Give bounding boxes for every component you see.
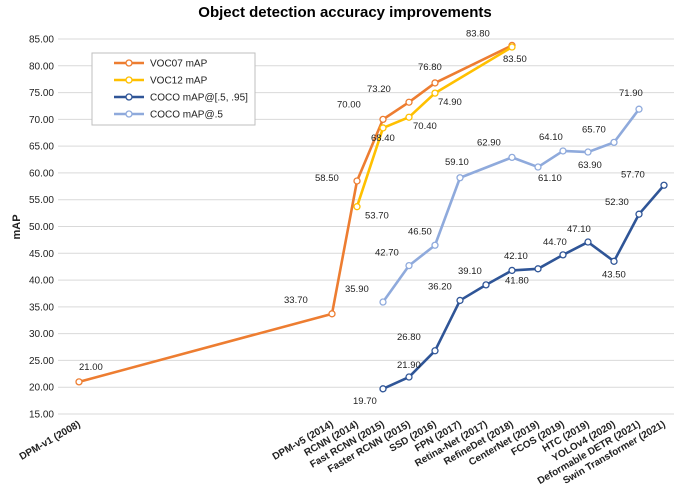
- data-label: 53.70: [365, 211, 389, 222]
- data-label: 73.20: [367, 84, 391, 95]
- data-label: 59.10: [445, 157, 469, 168]
- data-point: [559, 251, 567, 259]
- y-tick-label: 45.00: [29, 249, 54, 260]
- data-label: 41.80: [505, 275, 529, 286]
- y-axis-title: mAP: [11, 214, 23, 239]
- chart-title: Object detection accuracy improvements: [198, 4, 492, 21]
- data-point: [405, 261, 413, 270]
- data-point: [379, 115, 387, 124]
- data-label: 58.50: [315, 173, 339, 184]
- data-point: [353, 177, 361, 185]
- data-label: 21.90: [397, 360, 421, 371]
- data-label: 57.70: [621, 169, 645, 180]
- data-point: [75, 378, 83, 386]
- y-tick-label: 70.00: [29, 115, 54, 126]
- data-point: [584, 148, 592, 156]
- data-label: 83.80: [466, 28, 490, 39]
- data-label: 47.10: [567, 224, 591, 235]
- data-point: [379, 298, 387, 306]
- data-point: [534, 163, 542, 171]
- data-label: 63.90: [578, 160, 602, 171]
- x-tick-label: DPM-v1 (2008): [18, 419, 83, 463]
- legend-label: VOC07 mAP: [150, 59, 208, 70]
- data-point: [405, 98, 413, 106]
- y-tick-label: 20.00: [29, 383, 54, 394]
- y-tick-label: 80.00: [29, 61, 54, 72]
- legend-marker: [125, 110, 133, 118]
- data-point: [635, 210, 643, 218]
- data-label: 43.50: [602, 269, 626, 280]
- data-label: 71.90: [619, 88, 643, 99]
- data-label: 21.00: [79, 362, 103, 373]
- data-label: 33.70: [284, 295, 308, 306]
- data-point: [660, 181, 668, 189]
- data-label: 42.10: [504, 251, 528, 262]
- data-point: [379, 124, 387, 132]
- data-label: 39.10: [458, 266, 482, 277]
- data-label: 65.70: [582, 124, 606, 135]
- data-point: [431, 241, 439, 249]
- data-point: [508, 153, 516, 162]
- data-label: 70.40: [413, 121, 437, 132]
- legend-label: COCO mAP@[.5, .95]: [150, 93, 248, 104]
- y-tick-label: 50.00: [29, 222, 54, 233]
- legend-marker: [125, 93, 133, 101]
- data-point: [610, 257, 618, 265]
- y-tick-label: 75.00: [29, 88, 54, 99]
- data-label: 35.90: [345, 284, 369, 295]
- data-point: [610, 138, 618, 147]
- data-label: 83.50: [503, 54, 527, 65]
- data-point: [635, 105, 643, 113]
- legend-marker: [125, 59, 133, 67]
- data-point: [584, 238, 592, 246]
- data-label: 64.10: [539, 132, 563, 143]
- data-point: [456, 296, 464, 305]
- y-tick-label: 40.00: [29, 276, 54, 287]
- data-label: 76.80: [418, 62, 442, 73]
- legend-label: VOC12 mAP: [150, 76, 208, 87]
- data-label: 70.00: [337, 99, 361, 110]
- data-label: 19.70: [353, 396, 377, 407]
- data-label: 26.80: [397, 332, 421, 343]
- data-point: [431, 347, 439, 355]
- data-point: [431, 89, 439, 97]
- y-tick-label: 60.00: [29, 168, 54, 179]
- data-point: [431, 79, 439, 87]
- data-point: [534, 265, 542, 273]
- data-label: 62.90: [477, 137, 501, 148]
- y-tick-label: 30.00: [29, 329, 54, 340]
- y-tick-label: 25.00: [29, 356, 54, 367]
- data-label: 52.30: [605, 197, 629, 208]
- data-point: [508, 266, 516, 275]
- data-label: 42.70: [375, 248, 399, 259]
- legend-label: COCO mAP@.5: [150, 110, 223, 121]
- data-point: [405, 373, 413, 381]
- data-label: 61.10: [538, 173, 562, 184]
- data-point: [559, 147, 567, 155]
- data-point: [456, 174, 464, 182]
- data-point: [328, 310, 336, 318]
- data-point: [405, 113, 413, 121]
- y-tick-label: 15.00: [29, 410, 54, 421]
- y-tick-label: 65.00: [29, 142, 54, 153]
- series-line: [382, 184, 665, 391]
- data-label: 36.20: [428, 281, 452, 292]
- data-label: 46.50: [408, 226, 432, 237]
- data-point: [353, 203, 361, 211]
- data-label: 68.40: [371, 133, 395, 144]
- y-tick-label: 55.00: [29, 195, 54, 206]
- y-tick-label: 85.00: [29, 35, 54, 46]
- data-label: 44.70: [543, 237, 567, 248]
- data-label: 74.90: [438, 97, 462, 108]
- data-point: [482, 281, 490, 289]
- y-tick-label: 35.00: [29, 302, 54, 313]
- legend-marker: [125, 76, 133, 84]
- data-point: [508, 43, 516, 51]
- data-point: [379, 385, 387, 393]
- series-line: [381, 108, 641, 303]
